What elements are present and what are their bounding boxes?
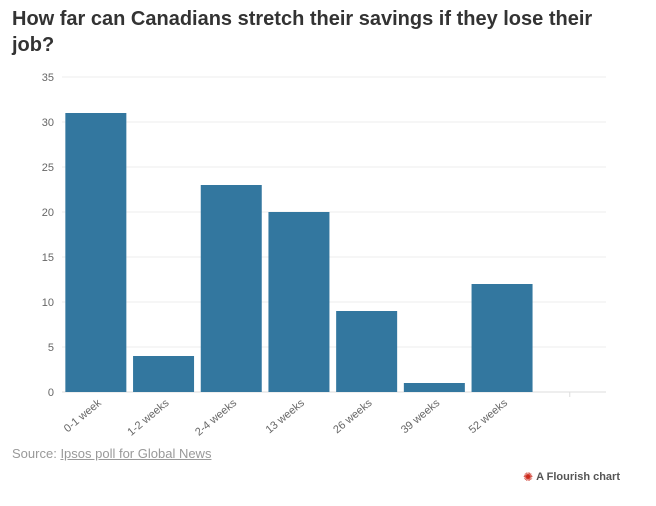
- bar-0[interactable]: [65, 113, 127, 392]
- flourish-credit-label: A Flourish chart: [536, 471, 620, 483]
- source-prefix: Source:: [12, 446, 57, 461]
- bar-1[interactable]: [133, 356, 195, 392]
- flourish-credit[interactable]: ✺ A Flourish chart: [523, 471, 620, 483]
- bar-4[interactable]: [336, 311, 398, 392]
- y-tick-label: 25: [42, 162, 54, 174]
- y-axis-ticks: 0 5 10 15 20 25 30 35: [42, 72, 54, 399]
- x-tick-label: 26 weeks: [331, 397, 375, 436]
- source-link[interactable]: Ipsos poll for Global News: [60, 446, 212, 461]
- bars: [65, 113, 533, 392]
- y-tick-label: 5: [48, 342, 54, 354]
- x-axis-labels: 0-1 week 1-2 weeks 2-4 weeks 13 weeks 26 wee…: [62, 392, 571, 439]
- y-tick-label: 30: [42, 117, 54, 129]
- y-tick-label: 0: [48, 387, 54, 399]
- y-tick-label: 10: [42, 297, 54, 309]
- y-tick-label: 15: [42, 252, 54, 264]
- bar-5[interactable]: [403, 383, 465, 392]
- source-note: Source: Ipsos poll for Global News: [12, 446, 211, 461]
- flourish-star-icon: ✺: [523, 470, 534, 484]
- bar-6[interactable]: [471, 284, 533, 392]
- bar-chart: 0 5 10 15 20 25 30 35 0-1 week 1-2 weeks 2-4 week…: [42, 72, 606, 439]
- x-tick-label: 2-4 weeks: [193, 397, 240, 439]
- bar-2[interactable]: [200, 185, 262, 392]
- y-tick-label: 20: [42, 207, 54, 219]
- x-tick-label: 13 weeks: [264, 397, 308, 436]
- x-tick-label: 0-1 week: [62, 397, 104, 435]
- chart-title: How far can Canadians stretch their savi…: [12, 8, 593, 56]
- x-tick-label: 52 weeks: [467, 397, 511, 436]
- bar-3[interactable]: [268, 212, 330, 392]
- y-tick-label: 35: [42, 72, 54, 84]
- x-tick-label: 1-2 weeks: [125, 397, 172, 439]
- x-tick-label: 39 weeks: [399, 397, 443, 436]
